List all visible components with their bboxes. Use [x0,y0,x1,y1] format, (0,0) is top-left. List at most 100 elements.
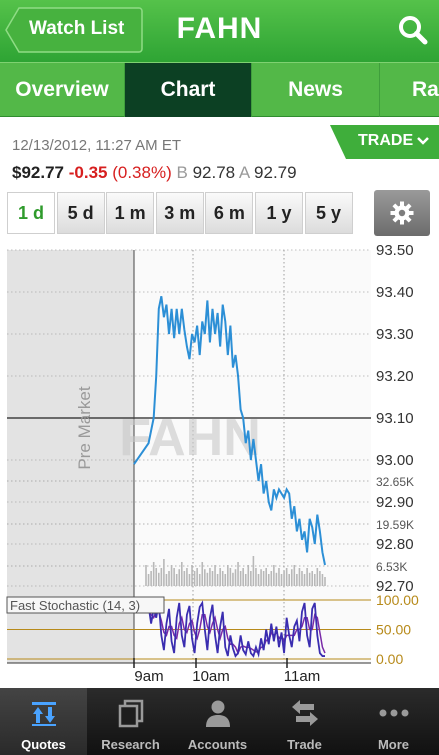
volume-bar [313,574,316,586]
range-1y-button[interactable]: 1 y [254,192,303,234]
nav-trade[interactable]: Trade [261,688,348,755]
range-5d-button[interactable]: 5 d [56,192,105,234]
price-tick-label: 92.90 [376,494,414,511]
volume-bar [157,572,160,586]
volume-bar [306,568,308,586]
nav-quotes-label: Quotes [21,737,66,752]
volume-bar [206,572,209,586]
nav-quotes[interactable]: Quotes [0,688,87,755]
nav-research[interactable]: Research [87,688,174,755]
stochastic-tick-label: 0.00 [376,651,403,667]
stochastic-tick-label: 50.00 [376,622,411,638]
quote-timestamp: 12/13/2012, 11:27 AM ET [12,137,182,154]
trade-button-label: TRADE [358,132,414,149]
volume-tick-label: 32.65K [376,475,414,489]
volume-bar [319,571,321,586]
tab-news[interactable]: News [252,63,380,117]
price-change-percent: (0.38%) [112,163,172,182]
trade-icon [291,700,318,726]
volume-bar [204,569,206,586]
volume-bar [173,568,175,586]
page-title: FAHN [176,12,263,45]
volume-bar [324,577,326,586]
volume-bar [175,574,178,586]
x-tick-label: 10am [192,668,230,685]
tab-news-label: News [288,78,343,101]
range-5y-button[interactable]: 5 y [304,192,353,234]
tab-chart-label: Chart [160,78,216,101]
volume-bar [201,562,204,586]
volume-bar [219,568,221,586]
bid-value: 92.78 [192,163,236,182]
volume-bar [298,568,301,586]
volume-bar [257,574,260,586]
volume-bar [311,571,314,586]
x-tick-label: 9am [134,668,163,685]
chart-svg: FAHN Pre Market 93.50 93.40 93.30 93.20 93.1… [0,240,439,688]
tab-chart[interactable]: Chart [125,63,252,117]
volume-bar [293,565,296,586]
volume-bar [211,571,214,586]
nav-research-label: Research [101,737,160,752]
stochastic-label: Fast Stochastic (14, 3) [10,598,140,613]
search-icon[interactable] [397,14,429,46]
volume-bar [160,568,163,586]
price-line: $92.77 -0.35 (0.38%) B 92.78 A 92.79 [12,163,297,183]
watch-list-back-button[interactable]: Watch List [5,7,143,53]
research-icon [118,699,143,728]
volume-bar [232,572,234,586]
back-button-label: Watch List [29,18,125,39]
volume-bar [262,571,265,586]
volume-bar [265,568,267,586]
range-3m-button[interactable]: 3 m [155,192,204,234]
nav-accounts[interactable]: Accounts [174,688,261,755]
volume-bar [288,574,290,586]
volume-bar [267,574,270,586]
range-1m-button[interactable]: 1 m [106,192,155,234]
volume-bar [290,569,293,586]
tab-overview[interactable]: Overview [0,63,125,117]
volume-bar [227,565,229,586]
premarket-region [7,250,134,663]
nav-more[interactable]: More [348,688,439,755]
price-series-line [133,296,326,566]
volume-bar [278,568,280,586]
nav-accounts-label: Accounts [187,737,248,752]
trade-button[interactable] [330,125,439,159]
premarket-label: Pre Market [75,386,94,469]
tab-ratings[interactable]: Ra [380,63,439,117]
tab-ratings-label: Ra [412,78,439,101]
volume-bar [147,574,150,586]
volume-bar [221,571,224,586]
volume-bar [163,559,165,586]
volume-bar [193,571,196,586]
volume-bar [216,574,219,586]
volume-bar [234,569,237,586]
volume-bar [188,574,191,586]
stochastic-tick-label: 100.00 [376,592,419,608]
nav-more-label: More [377,737,410,752]
volume-bar [316,568,319,586]
price-tick-label: 93.30 [376,326,414,343]
range-6m-button[interactable]: 6 m [205,192,254,234]
volume-bar [196,568,198,586]
volume-bar [198,574,201,586]
volume-bar [285,568,288,586]
volume-bar [301,571,303,586]
x-tick-label: 11am [284,668,320,685]
volume-bar [280,574,283,586]
ask-label: A [238,163,250,182]
range-1d-button[interactable]: 1 d [7,192,55,234]
volume-bar [237,562,239,586]
last-price: $92.77 [12,163,64,182]
intraday-chart[interactable]: FAHN Pre Market 93.50 93.40 93.30 93.20 93.1… [0,240,439,688]
quotes-icon [31,702,56,726]
section-tabs: Overview Chart News Ra [0,62,439,117]
volume-tick-label: 19.59K [376,518,414,532]
volume-bar [209,568,211,586]
volume-bar [270,571,273,586]
volume-bar [296,574,298,586]
chart-settings-button[interactable] [374,190,430,236]
stochastic-k-line [145,600,325,658]
price-tick-label: 92.70 [376,578,414,595]
